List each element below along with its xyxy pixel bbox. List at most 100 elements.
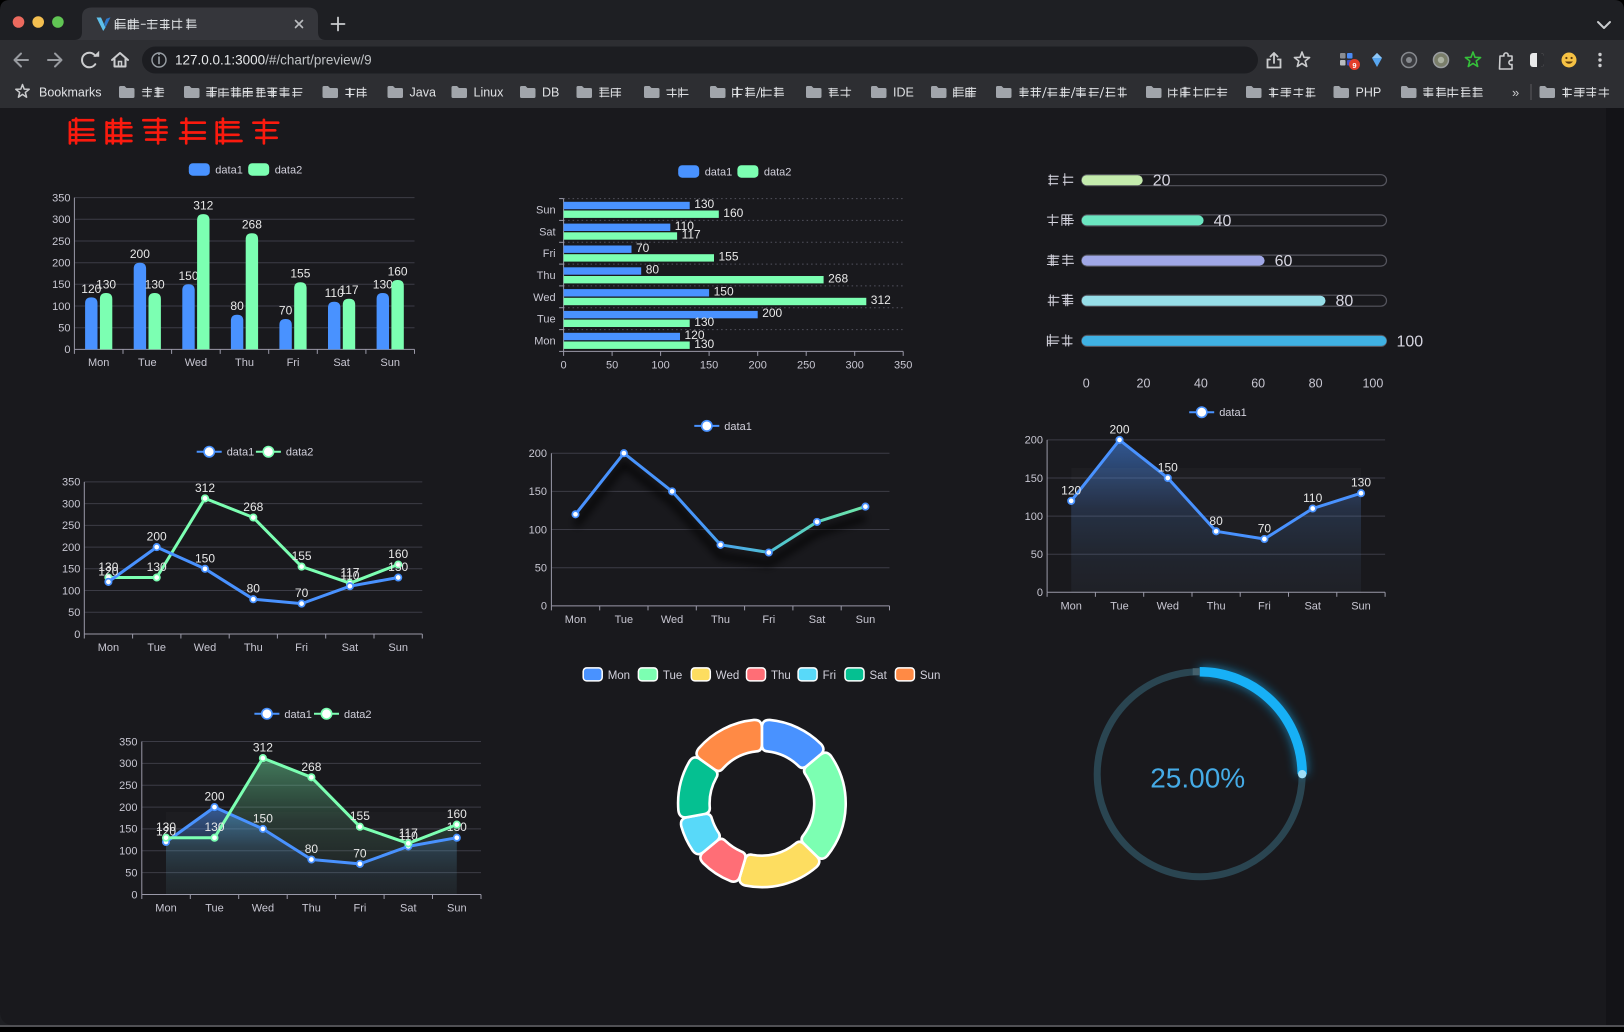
- svg-text:70: 70: [295, 586, 309, 600]
- svg-text:100: 100: [52, 301, 70, 313]
- svg-text:80: 80: [305, 842, 319, 856]
- svg-text:70: 70: [636, 241, 650, 255]
- svg-text:120: 120: [685, 328, 705, 342]
- svg-text:350: 350: [52, 192, 70, 204]
- svg-text:Wed: Wed: [533, 292, 555, 304]
- svg-text:Mon: Mon: [565, 614, 586, 626]
- svg-text:150: 150: [529, 486, 547, 498]
- svg-text:Bookmarks: Bookmarks: [39, 86, 102, 100]
- svg-text:Thu: Thu: [244, 642, 263, 654]
- svg-text:20: 20: [1153, 173, 1171, 190]
- svg-text:200: 200: [1109, 422, 1129, 436]
- svg-text:130: 130: [694, 337, 714, 351]
- svg-text:data1: data1: [227, 447, 255, 459]
- svg-text:70: 70: [279, 304, 293, 318]
- svg-text:Thu: Thu: [771, 670, 791, 682]
- svg-text:130: 130: [147, 560, 167, 574]
- svg-text:150: 150: [52, 279, 70, 291]
- svg-text:100: 100: [119, 846, 137, 858]
- svg-text:Fri: Fri: [1258, 600, 1271, 612]
- svg-text:150: 150: [62, 564, 80, 576]
- svg-text:Sun: Sun: [388, 642, 408, 654]
- svg-text:117: 117: [339, 283, 358, 297]
- svg-text:200: 200: [749, 359, 767, 371]
- svg-text:350: 350: [62, 477, 80, 489]
- svg-text:110: 110: [325, 286, 344, 300]
- svg-text:130: 130: [204, 820, 224, 834]
- svg-text:Sun: Sun: [536, 205, 556, 217]
- svg-text:Mon: Mon: [98, 642, 119, 654]
- svg-text:150: 150: [253, 811, 273, 825]
- svg-text:130: 130: [694, 315, 714, 329]
- svg-text:80: 80: [1209, 514, 1223, 528]
- svg-text:155: 155: [719, 250, 739, 264]
- svg-text:Tue: Tue: [615, 614, 634, 626]
- svg-text:Fri: Fri: [287, 357, 300, 369]
- svg-text:50: 50: [125, 867, 137, 879]
- svg-text:0: 0: [1083, 377, 1090, 391]
- svg-text:250: 250: [797, 359, 815, 371]
- svg-text:Fri: Fri: [353, 903, 366, 915]
- svg-text:Mon: Mon: [1060, 600, 1081, 612]
- svg-text:80: 80: [646, 263, 660, 277]
- svg-text:Sat: Sat: [870, 670, 888, 682]
- svg-text:Sun: Sun: [380, 357, 400, 369]
- svg-text:Tue: Tue: [147, 642, 166, 654]
- svg-text:160: 160: [447, 807, 467, 821]
- svg-text:155: 155: [290, 267, 310, 281]
- svg-text:0: 0: [74, 629, 80, 641]
- svg-text:300: 300: [52, 214, 70, 226]
- svg-text:50: 50: [1031, 549, 1043, 561]
- svg-text:Thu: Thu: [711, 614, 730, 626]
- svg-text:117: 117: [399, 826, 418, 840]
- svg-text:80: 80: [1309, 377, 1323, 391]
- svg-text:Tue: Tue: [537, 314, 556, 326]
- svg-text:data2: data2: [275, 165, 303, 177]
- svg-text:Thu: Thu: [1207, 600, 1226, 612]
- svg-text:120: 120: [1061, 483, 1081, 497]
- svg-text:150: 150: [700, 359, 718, 371]
- svg-text:155: 155: [292, 549, 312, 563]
- svg-text:Fri: Fri: [543, 248, 556, 260]
- svg-text:160: 160: [388, 265, 408, 279]
- svg-text:120: 120: [98, 564, 118, 578]
- svg-text:0: 0: [561, 359, 567, 371]
- svg-text:data2: data2: [344, 709, 372, 721]
- svg-text:100: 100: [1025, 511, 1043, 523]
- svg-text:Mon: Mon: [534, 336, 555, 348]
- svg-text:data1: data1: [705, 167, 733, 179]
- svg-text:268: 268: [301, 760, 321, 774]
- svg-text:110: 110: [675, 219, 694, 233]
- svg-text:160: 160: [723, 206, 743, 220]
- svg-text:Linux: Linux: [474, 86, 505, 100]
- svg-text:312: 312: [253, 741, 273, 755]
- svg-text:117: 117: [340, 566, 359, 580]
- svg-text:Wed: Wed: [194, 642, 216, 654]
- svg-text:0: 0: [131, 889, 137, 901]
- svg-text:312: 312: [871, 293, 891, 307]
- svg-text:Sat: Sat: [342, 642, 359, 654]
- svg-text:40: 40: [1214, 213, 1232, 230]
- svg-text:268: 268: [828, 271, 848, 285]
- svg-text:20: 20: [1137, 377, 1151, 391]
- svg-text:Tue: Tue: [663, 670, 682, 682]
- svg-text:100: 100: [1362, 377, 1383, 391]
- svg-text:268: 268: [243, 500, 263, 514]
- svg-text:150: 150: [1158, 461, 1178, 475]
- svg-text:Tue: Tue: [138, 357, 157, 369]
- svg-text:100: 100: [651, 359, 669, 371]
- svg-text:data1: data1: [1219, 407, 1247, 419]
- svg-text:Wed: Wed: [185, 357, 207, 369]
- svg-text:0: 0: [64, 344, 70, 356]
- svg-text:130: 130: [156, 820, 176, 834]
- svg-text:268: 268: [242, 218, 262, 232]
- svg-text:25.00%: 25.00%: [1150, 763, 1245, 794]
- svg-text:110: 110: [1303, 491, 1322, 505]
- svg-text:250: 250: [62, 520, 80, 532]
- svg-text:Sun: Sun: [920, 670, 940, 682]
- svg-text:Sun: Sun: [856, 614, 876, 626]
- svg-text:120: 120: [156, 825, 176, 839]
- svg-text:300: 300: [846, 359, 864, 371]
- svg-text:200: 200: [130, 247, 150, 261]
- svg-text:Tue: Tue: [205, 903, 224, 915]
